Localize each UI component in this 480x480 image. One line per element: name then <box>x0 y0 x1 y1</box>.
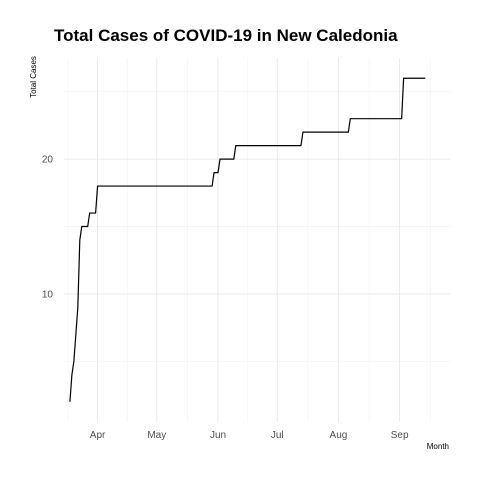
y-tick-labels: 10 20 <box>42 155 54 301</box>
x-tick-label: Jun <box>210 430 226 441</box>
y-tick-label: 20 <box>42 155 54 166</box>
x-axis-title: Month <box>427 442 449 451</box>
chart-title: Total Cases of COVID-19 in New Caledonia <box>54 26 398 45</box>
y-axis-title: Total Cases <box>29 56 38 98</box>
x-tick-label: Jul <box>271 430 284 441</box>
y-tick-label: 10 <box>42 289 54 300</box>
x-tick-label: Apr <box>90 430 106 441</box>
x-tick-labels: Apr May Jun Jul Aug Sep <box>90 430 409 441</box>
x-tick-label: Aug <box>330 430 348 441</box>
cases-line <box>69 77 426 402</box>
grid-layer <box>64 58 451 422</box>
x-tick-label: Sep <box>391 430 409 441</box>
series-layer <box>69 77 426 402</box>
x-tick-label: May <box>147 430 166 441</box>
